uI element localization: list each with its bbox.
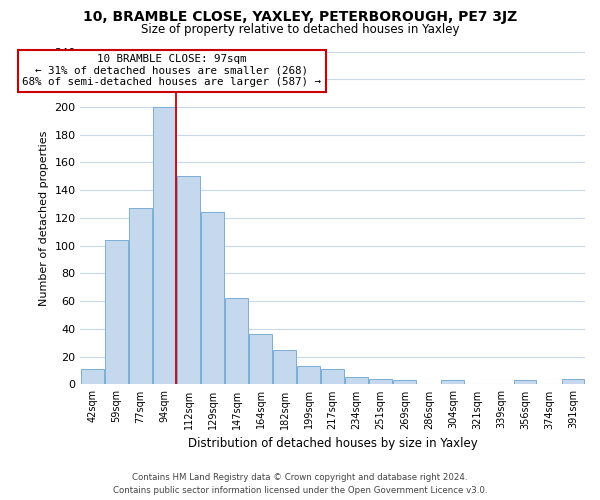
Bar: [153, 107, 176, 384]
Y-axis label: Number of detached properties: Number of detached properties: [38, 130, 49, 306]
Bar: [514, 380, 536, 384]
Text: Size of property relative to detached houses in Yaxley: Size of property relative to detached ho…: [141, 22, 459, 36]
Bar: [321, 369, 344, 384]
Text: 10, BRAMBLE CLOSE, YAXLEY, PETERBOROUGH, PE7 3JZ: 10, BRAMBLE CLOSE, YAXLEY, PETERBOROUGH,…: [83, 10, 517, 24]
Text: 10 BRAMBLE CLOSE: 97sqm
← 31% of detached houses are smaller (268)
68% of semi-d: 10 BRAMBLE CLOSE: 97sqm ← 31% of detache…: [22, 54, 321, 88]
Bar: [225, 298, 248, 384]
Bar: [81, 369, 104, 384]
Bar: [105, 240, 128, 384]
Bar: [394, 380, 416, 384]
Bar: [273, 350, 296, 384]
Bar: [562, 379, 584, 384]
Bar: [129, 208, 152, 384]
Bar: [249, 334, 272, 384]
Bar: [370, 379, 392, 384]
Bar: [297, 366, 320, 384]
Bar: [201, 212, 224, 384]
X-axis label: Distribution of detached houses by size in Yaxley: Distribution of detached houses by size …: [188, 437, 478, 450]
Text: Contains HM Land Registry data © Crown copyright and database right 2024.
Contai: Contains HM Land Registry data © Crown c…: [113, 474, 487, 495]
Bar: [442, 380, 464, 384]
Bar: [345, 378, 368, 384]
Bar: [177, 176, 200, 384]
